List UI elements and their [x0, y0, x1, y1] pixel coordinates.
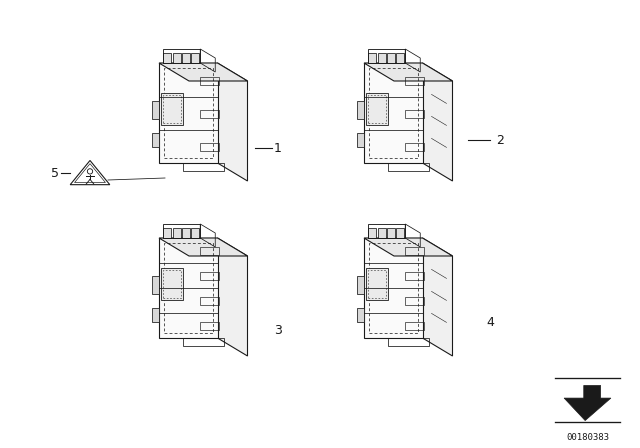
Polygon shape: [365, 93, 388, 125]
Polygon shape: [173, 53, 180, 63]
Polygon shape: [152, 276, 159, 294]
Polygon shape: [357, 276, 364, 294]
Polygon shape: [387, 53, 394, 63]
Polygon shape: [357, 101, 364, 119]
Polygon shape: [357, 133, 364, 147]
Polygon shape: [173, 228, 180, 238]
Polygon shape: [364, 238, 422, 338]
Polygon shape: [365, 268, 388, 300]
Text: 5: 5: [51, 167, 59, 180]
Polygon shape: [182, 53, 189, 63]
Polygon shape: [378, 53, 385, 63]
Polygon shape: [218, 63, 248, 181]
Polygon shape: [364, 63, 452, 81]
Polygon shape: [163, 53, 171, 63]
Polygon shape: [564, 385, 611, 421]
Text: 2: 2: [496, 134, 504, 146]
Polygon shape: [182, 228, 189, 238]
Polygon shape: [218, 238, 248, 356]
Polygon shape: [387, 228, 394, 238]
Polygon shape: [396, 53, 403, 63]
Polygon shape: [152, 101, 159, 119]
Polygon shape: [159, 63, 218, 163]
Polygon shape: [368, 228, 376, 238]
Polygon shape: [163, 228, 171, 238]
Text: 00180383: 00180383: [566, 432, 609, 441]
Polygon shape: [152, 133, 159, 147]
Polygon shape: [364, 63, 422, 163]
Text: 1: 1: [274, 142, 282, 155]
Polygon shape: [191, 228, 198, 238]
Text: 4: 4: [486, 315, 494, 328]
Polygon shape: [191, 53, 198, 63]
Polygon shape: [159, 238, 248, 256]
Polygon shape: [159, 238, 218, 338]
Polygon shape: [396, 228, 403, 238]
Polygon shape: [161, 268, 183, 300]
Polygon shape: [422, 238, 452, 356]
Text: 3: 3: [274, 323, 282, 336]
Polygon shape: [357, 308, 364, 322]
Polygon shape: [364, 238, 452, 256]
Polygon shape: [152, 308, 159, 322]
Polygon shape: [378, 228, 385, 238]
Polygon shape: [159, 63, 248, 81]
Polygon shape: [422, 63, 452, 181]
Polygon shape: [161, 93, 183, 125]
Polygon shape: [368, 53, 376, 63]
